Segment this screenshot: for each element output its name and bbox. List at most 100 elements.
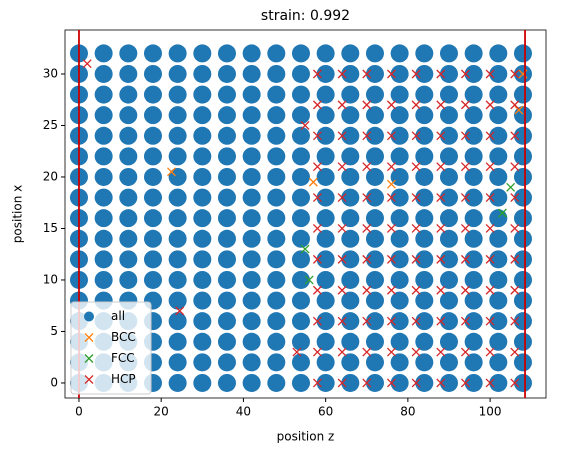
point — [242, 106, 261, 125]
point — [217, 312, 236, 331]
point — [464, 250, 483, 269]
point — [217, 147, 236, 166]
x-marker — [485, 378, 495, 388]
point — [415, 270, 434, 289]
point — [267, 291, 286, 310]
point — [341, 250, 360, 269]
point — [291, 167, 310, 186]
x-marker — [337, 254, 347, 264]
point — [415, 85, 434, 104]
point — [464, 106, 483, 125]
point — [365, 312, 384, 331]
point — [168, 85, 187, 104]
point — [242, 229, 261, 248]
point — [217, 373, 236, 392]
x-marker — [337, 347, 347, 357]
point — [489, 64, 508, 83]
point — [168, 229, 187, 248]
point — [267, 85, 286, 104]
point — [415, 332, 434, 351]
point — [513, 270, 532, 289]
point — [94, 250, 113, 269]
point — [415, 373, 434, 392]
point — [439, 167, 458, 186]
point — [415, 44, 434, 63]
point — [242, 353, 261, 372]
point — [464, 126, 483, 145]
point — [168, 209, 187, 228]
point — [316, 353, 335, 372]
x-marker — [460, 378, 470, 388]
point — [168, 291, 187, 310]
x-marker — [411, 347, 421, 357]
point — [143, 188, 162, 207]
x-marker — [506, 182, 516, 192]
point — [119, 167, 138, 186]
point — [94, 44, 113, 63]
point — [143, 147, 162, 166]
point — [119, 229, 138, 248]
point — [193, 167, 212, 186]
point — [513, 353, 532, 372]
point — [390, 106, 409, 125]
point — [143, 167, 162, 186]
point — [267, 373, 286, 392]
point — [193, 353, 212, 372]
x-marker — [337, 131, 347, 141]
point — [489, 44, 508, 63]
point — [217, 353, 236, 372]
point — [242, 64, 261, 83]
x-marker — [312, 131, 322, 141]
y-axis-label: position x — [11, 185, 25, 243]
point — [513, 106, 532, 125]
point — [513, 312, 532, 331]
point — [341, 167, 360, 186]
point — [217, 250, 236, 269]
point — [439, 291, 458, 310]
point — [267, 209, 286, 228]
x-marker — [386, 179, 396, 189]
x-marker — [312, 316, 322, 326]
x-marker — [411, 316, 421, 326]
point — [267, 270, 286, 289]
point — [168, 167, 187, 186]
x-marker — [362, 100, 372, 110]
x-marker — [485, 193, 495, 203]
point — [341, 332, 360, 351]
point — [316, 229, 335, 248]
point — [291, 209, 310, 228]
x-marker — [460, 224, 470, 233]
point — [267, 106, 286, 125]
legend-marker — [84, 311, 94, 322]
x-marker — [510, 162, 520, 172]
x-marker — [485, 347, 495, 357]
point — [415, 291, 434, 310]
point — [267, 188, 286, 207]
point — [143, 64, 162, 83]
x-marker — [362, 347, 372, 357]
point — [168, 250, 187, 269]
point — [168, 126, 187, 145]
point — [119, 106, 138, 125]
point — [390, 64, 409, 83]
x-marker — [362, 254, 372, 264]
point — [242, 167, 261, 186]
point — [217, 85, 236, 104]
x-tick-label: 0 — [75, 405, 83, 419]
point — [513, 85, 532, 104]
x-marker — [436, 285, 446, 295]
point — [316, 373, 335, 392]
point — [94, 229, 113, 248]
point — [143, 106, 162, 125]
x-marker — [460, 347, 470, 357]
point — [217, 44, 236, 63]
point — [341, 229, 360, 248]
point — [365, 291, 384, 310]
point — [341, 373, 360, 392]
point — [242, 270, 261, 289]
point — [168, 373, 187, 392]
point — [316, 291, 335, 310]
x-marker — [460, 100, 470, 110]
point — [242, 147, 261, 166]
point — [489, 270, 508, 289]
